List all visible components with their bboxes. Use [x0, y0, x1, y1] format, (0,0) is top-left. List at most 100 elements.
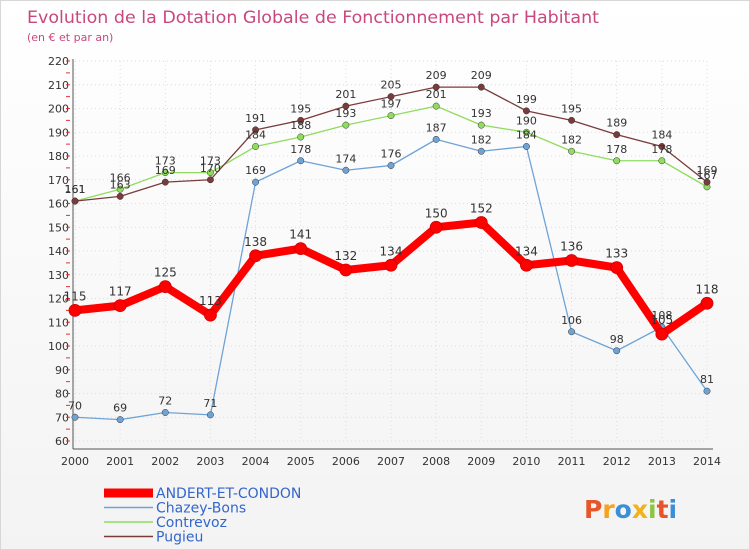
data-point — [700, 296, 714, 310]
data-label: 169 — [697, 164, 718, 177]
data-point — [206, 176, 214, 184]
data-point — [568, 328, 576, 336]
x-tick-label: 2012 — [603, 455, 631, 468]
data-point — [342, 166, 350, 174]
chart-title: Evolution de la Dotation Globale de Fonc… — [27, 8, 599, 28]
data-label: 176 — [381, 148, 402, 161]
data-label: 98 — [610, 333, 624, 346]
data-label: 199 — [516, 93, 537, 106]
x-tick-label: 2007 — [377, 455, 405, 468]
data-point — [68, 303, 82, 317]
data-point — [568, 147, 576, 155]
data-point — [432, 83, 440, 91]
data-point — [387, 93, 395, 101]
data-label: 141 — [289, 228, 312, 242]
data-point — [116, 416, 124, 424]
data-point — [387, 112, 395, 120]
data-point — [339, 263, 353, 277]
data-point — [297, 157, 305, 165]
data-label: 134 — [515, 244, 538, 258]
data-point — [161, 169, 169, 177]
data-label: 191 — [245, 112, 266, 125]
data-label: 184 — [516, 129, 537, 142]
data-labels: 70 69 72 71 169 178 174 176 187 182 184 106 98 108 81 1… — [64, 69, 719, 415]
legend-label: ANDERT-ET-CONDON — [156, 486, 301, 502]
data-point — [474, 216, 488, 229]
data-label: 166 — [110, 171, 131, 184]
data-label: 178 — [290, 143, 311, 156]
data-point — [71, 197, 79, 205]
x-tick-label: 2006 — [332, 455, 360, 468]
data-label: 178 — [606, 143, 627, 156]
data-point — [432, 102, 440, 110]
data-point — [116, 192, 124, 200]
data-label: 163 — [110, 178, 131, 191]
data-label: 133 — [605, 247, 628, 261]
chart-subtitle: (en € et par an) — [27, 31, 113, 44]
data-label: 105 — [650, 313, 673, 327]
data-label: 125 — [154, 266, 177, 280]
data-point — [204, 308, 217, 322]
data-point — [658, 143, 666, 150]
data-point — [703, 178, 711, 186]
data-point — [206, 411, 214, 419]
data-label: 136 — [560, 240, 583, 254]
x-tick-label: 2000 — [61, 455, 89, 468]
data-point — [297, 116, 305, 124]
data-label: 106 — [561, 314, 582, 327]
data-label: 72 — [158, 395, 172, 408]
data-label: 182 — [471, 133, 492, 146]
data-label: 189 — [606, 117, 627, 130]
y-tick-label: 140 — [48, 245, 69, 258]
data-point — [658, 157, 666, 165]
data-label: 174 — [335, 152, 356, 165]
data-point — [206, 169, 214, 177]
data-label: 113 — [199, 294, 222, 308]
data-label: 108 — [651, 309, 672, 322]
data-point — [703, 387, 711, 395]
data-label: 161 — [65, 183, 86, 196]
data-label: 71 — [203, 397, 217, 410]
data-label: 193 — [335, 107, 356, 120]
data-point — [116, 185, 124, 193]
data-point — [568, 116, 576, 124]
y-tick-label: 60 — [55, 435, 69, 448]
data-label: 150 — [425, 206, 448, 220]
data-label: 195 — [561, 102, 582, 115]
data-label: 81 — [700, 373, 714, 386]
data-point — [655, 327, 669, 341]
x-tick-label: 2014 — [693, 455, 721, 468]
x-tick-label: 2001 — [106, 455, 134, 468]
data-point — [429, 220, 443, 234]
data-label: 152 — [470, 202, 493, 216]
data-label: 205 — [381, 79, 402, 92]
x-tick-label: 2008 — [422, 455, 450, 468]
data-point — [252, 178, 260, 186]
data-label: 138 — [244, 235, 267, 249]
x-tick-label: 2004 — [242, 455, 270, 468]
data-point — [252, 143, 260, 150]
axes: 6070809010011012013014015016017018019020… — [48, 55, 721, 468]
data-label: 195 — [290, 102, 311, 115]
data-point — [477, 147, 485, 155]
x-tick-label: 2002 — [151, 455, 179, 468]
data-point — [161, 178, 169, 186]
data-label: 209 — [471, 69, 492, 82]
data-label: 201 — [426, 88, 447, 101]
y-tick-label: 110 — [48, 316, 69, 329]
data-label: 115 — [64, 289, 87, 303]
data-label: 173 — [155, 155, 176, 168]
x-tick-label: 2005 — [287, 455, 315, 468]
logo-text: Proxiti — [584, 495, 677, 524]
x-tick-label: 2011 — [558, 455, 586, 468]
y-tick-label: 100 — [48, 340, 69, 353]
data-point — [610, 261, 624, 275]
data-point — [613, 157, 621, 165]
legend-label: Pugieu — [156, 530, 203, 546]
data-point — [520, 258, 533, 272]
data-label: 188 — [290, 119, 311, 132]
y-tick-label: 70 — [55, 411, 69, 424]
data-point — [249, 249, 262, 263]
data-label: 190 — [516, 114, 537, 127]
